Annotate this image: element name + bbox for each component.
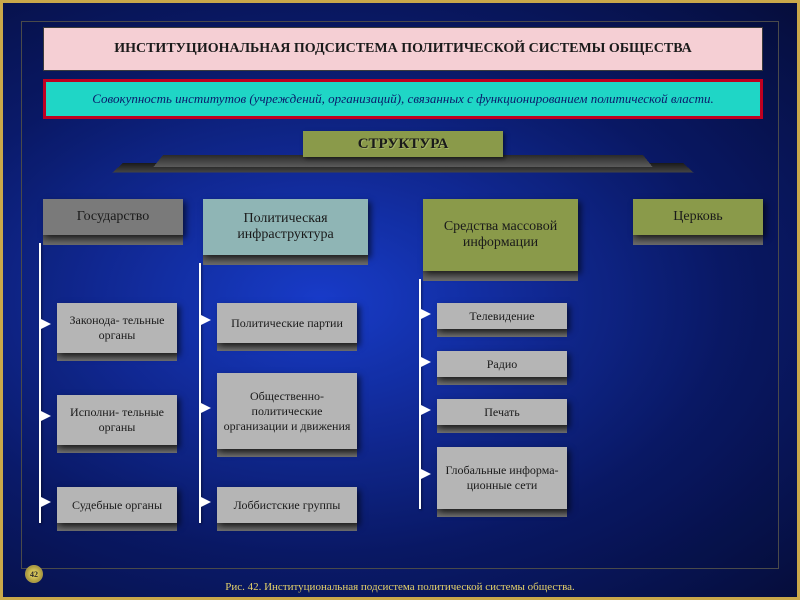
subtitle-banner: Совокупность институтов (учреждений, орг… <box>43 79 763 119</box>
arrow-icon <box>201 403 211 413</box>
col4-head: Церковь <box>633 199 763 235</box>
item-base <box>437 509 567 517</box>
arrow-icon <box>421 357 431 367</box>
arrow-icon <box>41 497 51 507</box>
connector-line <box>199 263 201 523</box>
structure-label: СТРУКТУРА <box>303 131 503 157</box>
col1-head: Государство <box>43 199 183 235</box>
item-base <box>57 445 177 453</box>
item-box: Законода- тельные органы <box>57 303 177 353</box>
figure-caption: Рис. 42. Институциональная подсистема по… <box>3 581 797 593</box>
item-box: Лоббистские группы <box>217 487 357 523</box>
item-box: Радио <box>437 351 567 377</box>
item-base <box>217 449 357 457</box>
item-base <box>57 353 177 361</box>
item-box: Печать <box>437 399 567 425</box>
item-base <box>437 377 567 385</box>
arrow-icon <box>201 497 211 507</box>
item-base <box>57 523 177 531</box>
title-banner: ИНСТИТУЦИОНАЛЬНАЯ ПОДСИСТЕМА ПОЛИТИЧЕСКО… <box>43 27 763 71</box>
item-box: Судебные органы <box>57 487 177 523</box>
item-box: Телевидение <box>437 303 567 329</box>
item-box: Исполни- тельные органы <box>57 395 177 445</box>
arrow-icon <box>41 411 51 421</box>
item-base <box>217 523 357 531</box>
arrow-icon <box>421 469 431 479</box>
col1-base <box>43 235 183 245</box>
arrow-icon <box>41 319 51 329</box>
col2-base <box>203 255 368 265</box>
item-base <box>437 425 567 433</box>
arrow-icon <box>201 315 211 325</box>
col3-head: Средства массовой информации <box>423 199 578 271</box>
item-base <box>437 329 567 337</box>
arrow-icon <box>421 405 431 415</box>
col4-base <box>633 235 763 245</box>
item-base <box>217 343 357 351</box>
item-box: Общественно-политические организации и д… <box>217 373 357 449</box>
arrow-icon <box>421 309 431 319</box>
col3-base <box>423 271 578 281</box>
col2-head: Политическая инфраструктура <box>203 199 368 255</box>
connector-line <box>39 243 41 523</box>
item-box: Политические партии <box>217 303 357 343</box>
item-box: Глобальные информа- ционные сети <box>437 447 567 509</box>
